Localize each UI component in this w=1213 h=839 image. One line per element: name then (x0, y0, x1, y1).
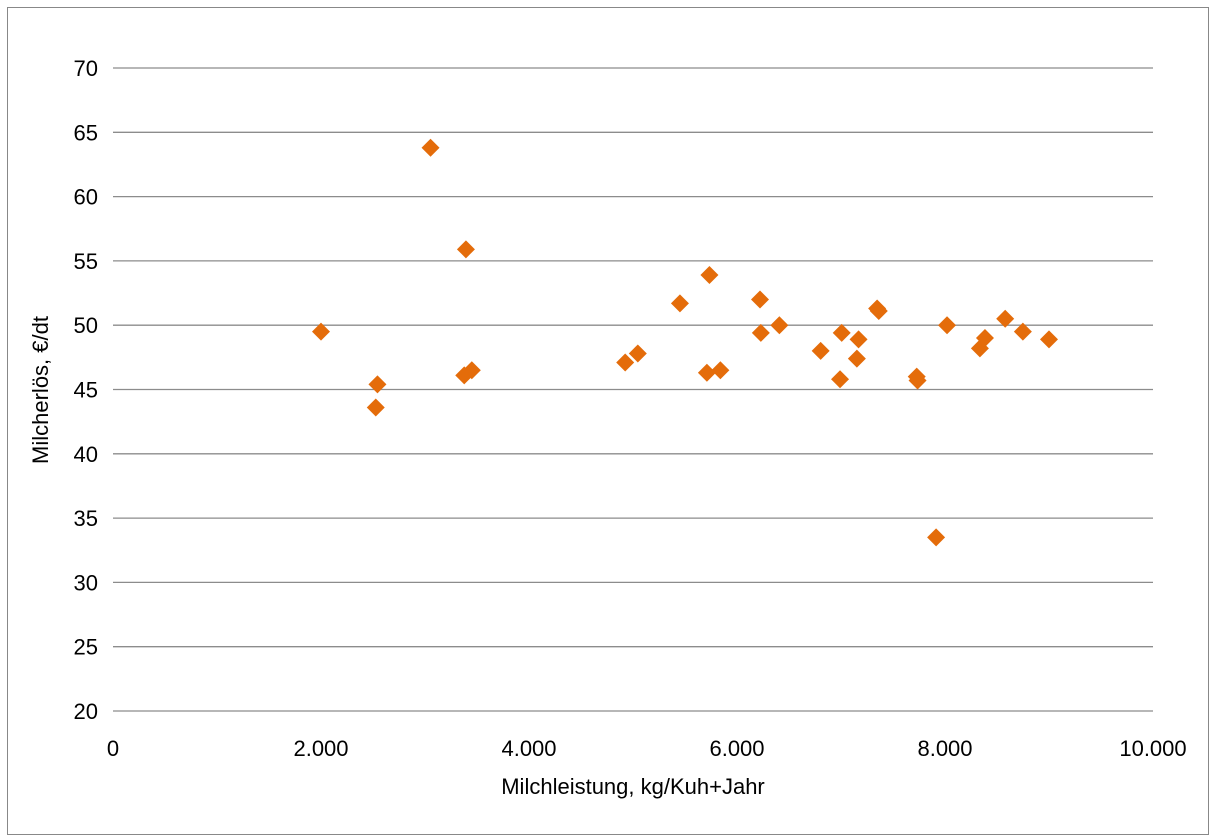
data-point-18 (831, 370, 850, 389)
y-tick-label: 50 (74, 313, 98, 338)
y-tick-label: 70 (74, 56, 98, 81)
y-tick-label: 35 (74, 506, 98, 531)
y-axis-title: Milcherlös, €/dt (28, 316, 53, 464)
data-point-7 (616, 353, 635, 372)
data-point-24 (908, 371, 927, 390)
data-point-14 (751, 323, 770, 342)
y-tick-label: 20 (74, 699, 98, 724)
data-point-0 (312, 322, 330, 341)
data-point-4 (456, 240, 475, 259)
data-point-28 (975, 329, 994, 348)
x-axis-title: Milchleistung, kg/Kuh+Jahr (501, 774, 765, 799)
data-point-26 (938, 316, 957, 335)
y-tick-label: 30 (74, 570, 98, 595)
x-tick-label: 2.000 (293, 736, 348, 761)
y-tick-label: 45 (74, 378, 98, 403)
y-tick-label: 65 (74, 120, 98, 145)
gridlines (113, 67, 1153, 712)
y-tick-label: 60 (74, 185, 98, 210)
y-tick-label: 25 (74, 635, 98, 660)
data-point-11 (697, 363, 716, 382)
data-point-29 (996, 309, 1015, 328)
chart-frame (7, 7, 1209, 835)
data-point-6 (462, 361, 481, 380)
x-tick-label: 0 (107, 736, 119, 761)
data-point-1 (366, 398, 385, 417)
y-tick-labels: 20 25 30 35 40 45 50 55 60 65 70 (74, 56, 98, 724)
x-tick-label: 6.000 (709, 736, 764, 761)
data-point-31 (1040, 330, 1058, 349)
x-tick-label: 8.000 (917, 736, 972, 761)
data-points (312, 138, 1058, 547)
data-point-2 (368, 375, 387, 394)
y-tick-label: 55 (74, 249, 98, 274)
x-tick-label: 4.000 (501, 736, 556, 761)
data-point-10 (700, 266, 719, 285)
data-point-15 (770, 316, 789, 335)
data-point-17 (832, 323, 851, 342)
data-point-8 (628, 344, 647, 363)
x-tick-label: 10.000 (1119, 736, 1186, 761)
data-point-12 (711, 361, 730, 380)
data-point-25 (927, 528, 946, 547)
data-point-13 (750, 290, 769, 309)
y-tick-label: 40 (74, 442, 98, 467)
data-point-3 (421, 138, 440, 157)
data-point-20 (847, 349, 866, 368)
data-point-22 (869, 302, 888, 321)
data-point-30 (1013, 322, 1032, 341)
data-point-16 (811, 341, 830, 360)
x-tick-labels: 0 2.000 4.000 6.000 8.000 10.000 (107, 736, 1187, 761)
data-point-19 (849, 330, 868, 349)
data-point-9 (670, 294, 689, 313)
